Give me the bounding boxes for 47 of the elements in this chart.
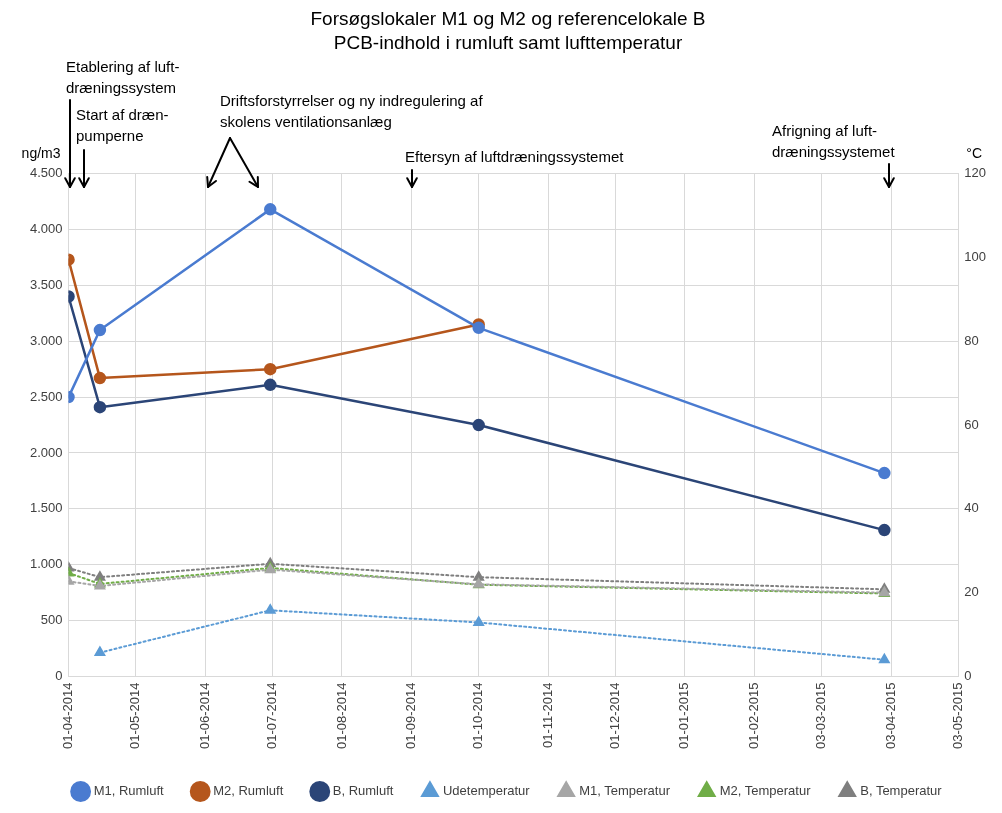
y-tick-label: 4.500 bbox=[29, 165, 63, 181]
x-tick-label: 03-05-2015 bbox=[949, 682, 965, 749]
text: Start af dræn- pumperne bbox=[76, 105, 169, 146]
text: Etablering af luft- dræningssystem bbox=[66, 57, 180, 98]
legend-label: M2, Rumluft bbox=[213, 783, 284, 799]
y-tick-label: 2.500 bbox=[29, 388, 63, 404]
chart-title: Forsøgslokaler M1 og M2 og referencelokale B bbox=[310, 7, 706, 29]
legend-label: Udetemperatur bbox=[442, 783, 531, 799]
text: Driftsforstyrrelser og ny indregulering af skolens ventilationsanlæg bbox=[220, 91, 483, 132]
y-tick-label: 3.500 bbox=[29, 276, 63, 292]
text: Afrigning af luft- dræningssystemet bbox=[772, 121, 895, 162]
y-tick-label: 4.000 bbox=[29, 221, 63, 237]
x-tick-label: 01-05-2014 bbox=[127, 682, 143, 749]
x-tick-label: 01-06-2014 bbox=[196, 682, 212, 749]
y-tick-label: 500 bbox=[40, 612, 63, 628]
y2-axis-title: °C bbox=[966, 144, 983, 161]
x-tick-label: 01-11-2014 bbox=[539, 682, 555, 749]
x-tick-label: 01-02-2015 bbox=[745, 682, 761, 749]
y2-tick-label: 20 bbox=[964, 584, 979, 600]
x-tick-label: 01-07-2014 bbox=[264, 682, 280, 749]
legend-label: M1, Temperatur bbox=[579, 783, 671, 799]
x-tick-label: 01-08-2014 bbox=[333, 682, 349, 749]
y-tick-label: 0 bbox=[55, 668, 63, 684]
y2-tick-label: 80 bbox=[964, 332, 979, 348]
y-tick-label: 3.000 bbox=[29, 332, 63, 348]
x-tick-label: 01-10-2014 bbox=[470, 682, 486, 749]
y-axis-title: ng/m3 bbox=[21, 144, 61, 161]
y-tick-label: 2.000 bbox=[29, 444, 63, 460]
legend-label: B, Temperatur bbox=[860, 783, 943, 799]
x-tick-label: 03-03-2015 bbox=[813, 682, 829, 749]
x-tick-label: 01-12-2014 bbox=[606, 682, 622, 749]
chart-subtitle: PCB-indhold i rumluft samt lufttemperatur bbox=[333, 32, 683, 54]
y-tick-label: 1.000 bbox=[29, 556, 63, 572]
y2-tick-label: 0 bbox=[964, 668, 972, 684]
y-tick-label: 1.500 bbox=[29, 500, 63, 516]
y2-tick-label: 40 bbox=[964, 500, 979, 516]
text: Eftersyn af luftdræningssystemet bbox=[405, 147, 624, 167]
legend-label: M1, Rumluft bbox=[93, 783, 165, 799]
legend-label: M2, Temperatur bbox=[719, 783, 812, 799]
y2-tick-label: 60 bbox=[964, 416, 979, 432]
legend-label: B, Rumluft bbox=[332, 783, 394, 799]
x-tick-label: 03-04-2015 bbox=[882, 682, 898, 749]
y2-tick-label: 100 bbox=[964, 249, 987, 264]
y2-tick-label: 120 bbox=[964, 165, 987, 181]
x-tick-label: 01-09-2014 bbox=[403, 682, 419, 749]
x-tick-label: 01-01-2015 bbox=[676, 682, 692, 749]
x-tick-label: 01-04-2014 bbox=[60, 682, 76, 749]
